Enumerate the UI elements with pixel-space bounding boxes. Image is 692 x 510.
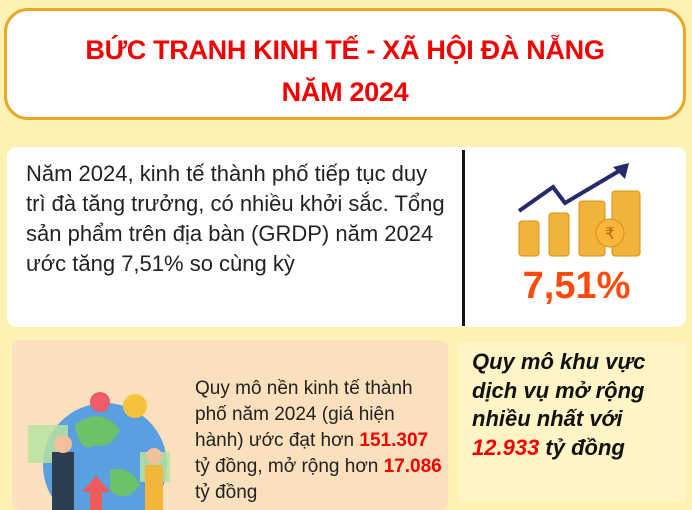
scale-text-c: tỷ đồng: [195, 482, 258, 503]
scale-text-a: Quy mô nền kinh tế thành phố năm 2024 (g…: [195, 378, 413, 451]
divider: [462, 150, 465, 326]
title-banner: BỨC TRANH KINH TẾ - XÃ HỘI ĐÀ NẴNG NĂM 2…: [4, 8, 686, 120]
business-people-globe-illustration: [28, 392, 170, 510]
coins-growth-arrow-icon: ₹: [517, 163, 641, 257]
expansion-value: 17.086: [383, 456, 442, 477]
gdp-value: 151.307: [359, 430, 429, 451]
services-text: Quy mô khu vực dịch vụ mở rộng nhiều nhấ…: [472, 348, 682, 462]
growth-percent: 7,51%: [522, 265, 631, 307]
page-title: BỨC TRANH KINH TẾ - XÃ HỘI ĐÀ NẴNG NĂM 2…: [7, 11, 683, 113]
services-value: 12.933: [472, 434, 540, 460]
scale-text-b: tỷ đồng, mở rộng hơn: [195, 456, 384, 477]
services-card: Quy mô khu vực dịch vụ mở rộng nhiều nhấ…: [458, 342, 686, 502]
services-text-b: tỷ đồng: [539, 434, 625, 460]
economy-scale-text: Quy mô nền kinh tế thành phố năm 2024 (g…: [195, 376, 445, 506]
title-line-1: BỨC TRANH KINH TẾ - XÃ HỘI ĐÀ NẴNG: [85, 35, 605, 65]
growth-card: Năm 2024, kinh tế thành phố tiếp tục duy…: [7, 147, 686, 327]
services-text-a: Quy mô khu vực dịch vụ mở rộng nhiều nhấ…: [472, 349, 646, 431]
growth-text: Năm 2024, kinh tế thành phố tiếp tục duy…: [26, 161, 445, 276]
svg-text:₹: ₹: [605, 224, 615, 243]
title-line-2: NĂM 2024: [281, 77, 409, 107]
economy-scale-card: Quy mô nền kinh tế thành phố năm 2024 (g…: [12, 340, 448, 510]
